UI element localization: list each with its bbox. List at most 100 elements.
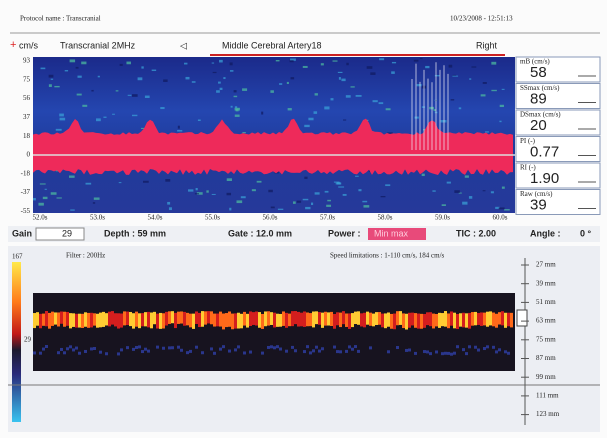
mmode-band [426,312,429,325]
noise-dot [502,187,505,189]
noise-dot [381,196,386,197]
mmode-band [330,312,333,326]
noise-dot [77,76,81,78]
mmode-band [246,314,249,328]
noise-dot [218,82,221,84]
mmode-band [261,314,264,329]
mmode-band [150,313,153,329]
mmode-band [432,314,435,329]
noise-dot [81,62,86,65]
noise-dot [169,207,172,210]
mmode-band [114,313,117,326]
noise-dot [103,117,106,118]
mmode-low [345,350,348,353]
velocity-label: -37 [21,188,31,196]
mmode-band [372,314,375,327]
mmode-band [387,312,390,326]
noise-dot [499,207,505,209]
mmode-band [423,314,426,328]
noise-dot [451,99,455,100]
noise-dot [452,76,458,77]
mmode-band [375,312,378,325]
noise-dot [65,70,68,71]
noise-dot [152,70,156,71]
depth-label: 99 mm [536,373,556,381]
mmode-low [444,352,447,355]
mmode-low [267,346,270,349]
mmode-band [318,312,321,325]
noise-dot [45,189,47,190]
noise-dot [93,202,95,204]
protocol-name: Protocol name : Transcranial [20,15,101,23]
noise-dot [70,209,75,210]
mmode-band [441,313,444,326]
noise-dot [41,68,46,70]
noise-dot [351,86,355,87]
mmode-band [492,313,495,327]
noise-dot [449,65,453,68]
velocity-label: 18 [23,132,31,140]
noise-dot [178,126,180,129]
mmode-band [378,312,381,325]
noise-dot [303,199,309,200]
velocity-label: -18 [21,169,31,177]
mmode-band [234,313,237,328]
noise-dot [334,182,340,183]
mmode-band [285,313,288,328]
mmode-low [429,352,432,355]
mmode-band [144,312,147,326]
mmode-low [66,347,69,350]
noise-dot [346,95,351,98]
noise-dot [330,98,333,100]
noise-dot [212,194,216,195]
mmode-band [465,313,468,327]
noise-dot [59,114,64,117]
velocity-label: 75 [23,75,31,83]
mmode-band [258,312,261,328]
mmode-low [426,350,429,353]
noise-dot [338,72,343,73]
mmode-band [72,313,75,327]
mmode-low [33,351,36,354]
noise-dot [219,60,223,63]
noise-dot [235,115,240,117]
depth-label: 75 mm [536,335,556,343]
mmode-band [420,314,423,329]
mmode-band [288,314,291,327]
noise-dot [346,63,348,65]
mmode-low [186,351,189,354]
mmode-low [69,345,72,348]
mmode-band [486,312,489,327]
mmode-band [369,313,372,326]
mmode-low [414,352,417,355]
mmode-band [411,313,414,326]
mmode-band [381,314,384,328]
mmode-low [315,346,318,349]
noise-dot [417,84,422,86]
gate-marker[interactable] [517,310,527,326]
gain-field[interactable] [36,228,84,240]
mmode-band [408,313,411,328]
noise-dot [234,90,237,92]
time-label: 55.0s [205,214,220,222]
mmode-band [147,312,150,327]
mmode-band [363,313,366,328]
mmode-band [360,313,363,326]
noise-dot [116,90,119,91]
mmode-low [357,350,360,353]
noise-dot [367,66,373,69]
mmode-band [48,313,51,329]
noise-dot [485,131,489,132]
mmode-low [63,351,66,354]
speaker-icon[interactable]: ◁ [180,40,187,50]
mmode-band [120,314,123,328]
measurement-value: 1.90 [530,170,559,187]
mmode-low [450,353,453,356]
noise-dot [502,89,505,90]
mmode-band [51,312,54,326]
mmode-band [54,312,57,324]
noise-dot [82,105,87,107]
velocity-label: -55 [21,207,31,215]
noise-dot [86,183,92,185]
measurement-value: 20 [530,117,547,134]
